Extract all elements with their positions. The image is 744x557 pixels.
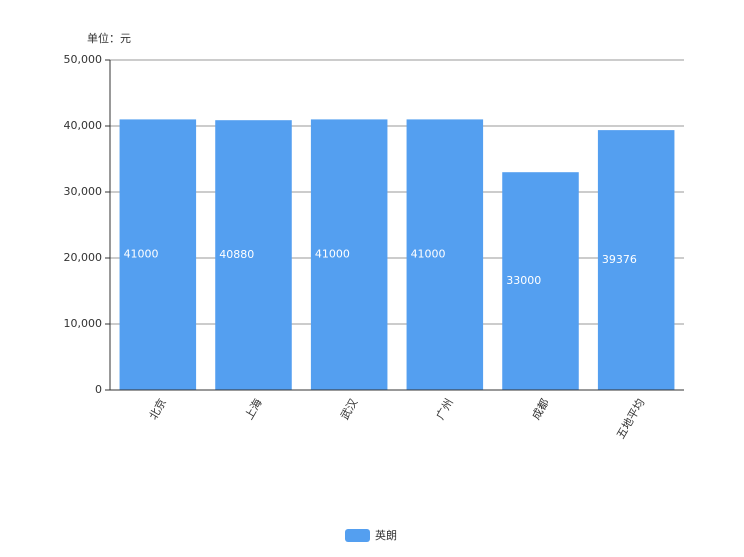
legend-swatch <box>345 529 370 542</box>
y-tick-label: 50,000 <box>64 53 103 66</box>
data-label: 40880 <box>219 248 254 261</box>
bar <box>215 120 292 390</box>
data-label: 41000 <box>315 248 350 261</box>
x-tick-label: 上海 <box>242 396 265 422</box>
x-tick-label: 北京 <box>146 396 169 422</box>
data-label: 41000 <box>411 248 446 261</box>
y-tick-label: 10,000 <box>64 317 103 330</box>
x-tick-label: 广州 <box>434 397 456 423</box>
bar <box>406 119 484 391</box>
bar <box>119 119 197 391</box>
bar <box>597 130 675 390</box>
data-label: 39376 <box>602 253 637 266</box>
x-tick-label: 武汉 <box>338 397 360 423</box>
data-label: 41000 <box>124 248 159 261</box>
data-label: 33000 <box>506 274 541 287</box>
bar <box>502 172 579 390</box>
y-axis-label: 单位：元 <box>87 31 131 45</box>
x-tick-label: 五地平均 <box>614 397 647 442</box>
y-tick-label: 20,000 <box>64 251 103 264</box>
y-tick-label: 40,000 <box>64 119 103 132</box>
legend-label: 英朗 <box>375 528 397 542</box>
bar <box>310 119 388 391</box>
x-tick-label: 成都 <box>529 397 551 423</box>
y-tick-label: 0 <box>95 383 102 396</box>
y-tick-label: 30,000 <box>64 185 103 198</box>
